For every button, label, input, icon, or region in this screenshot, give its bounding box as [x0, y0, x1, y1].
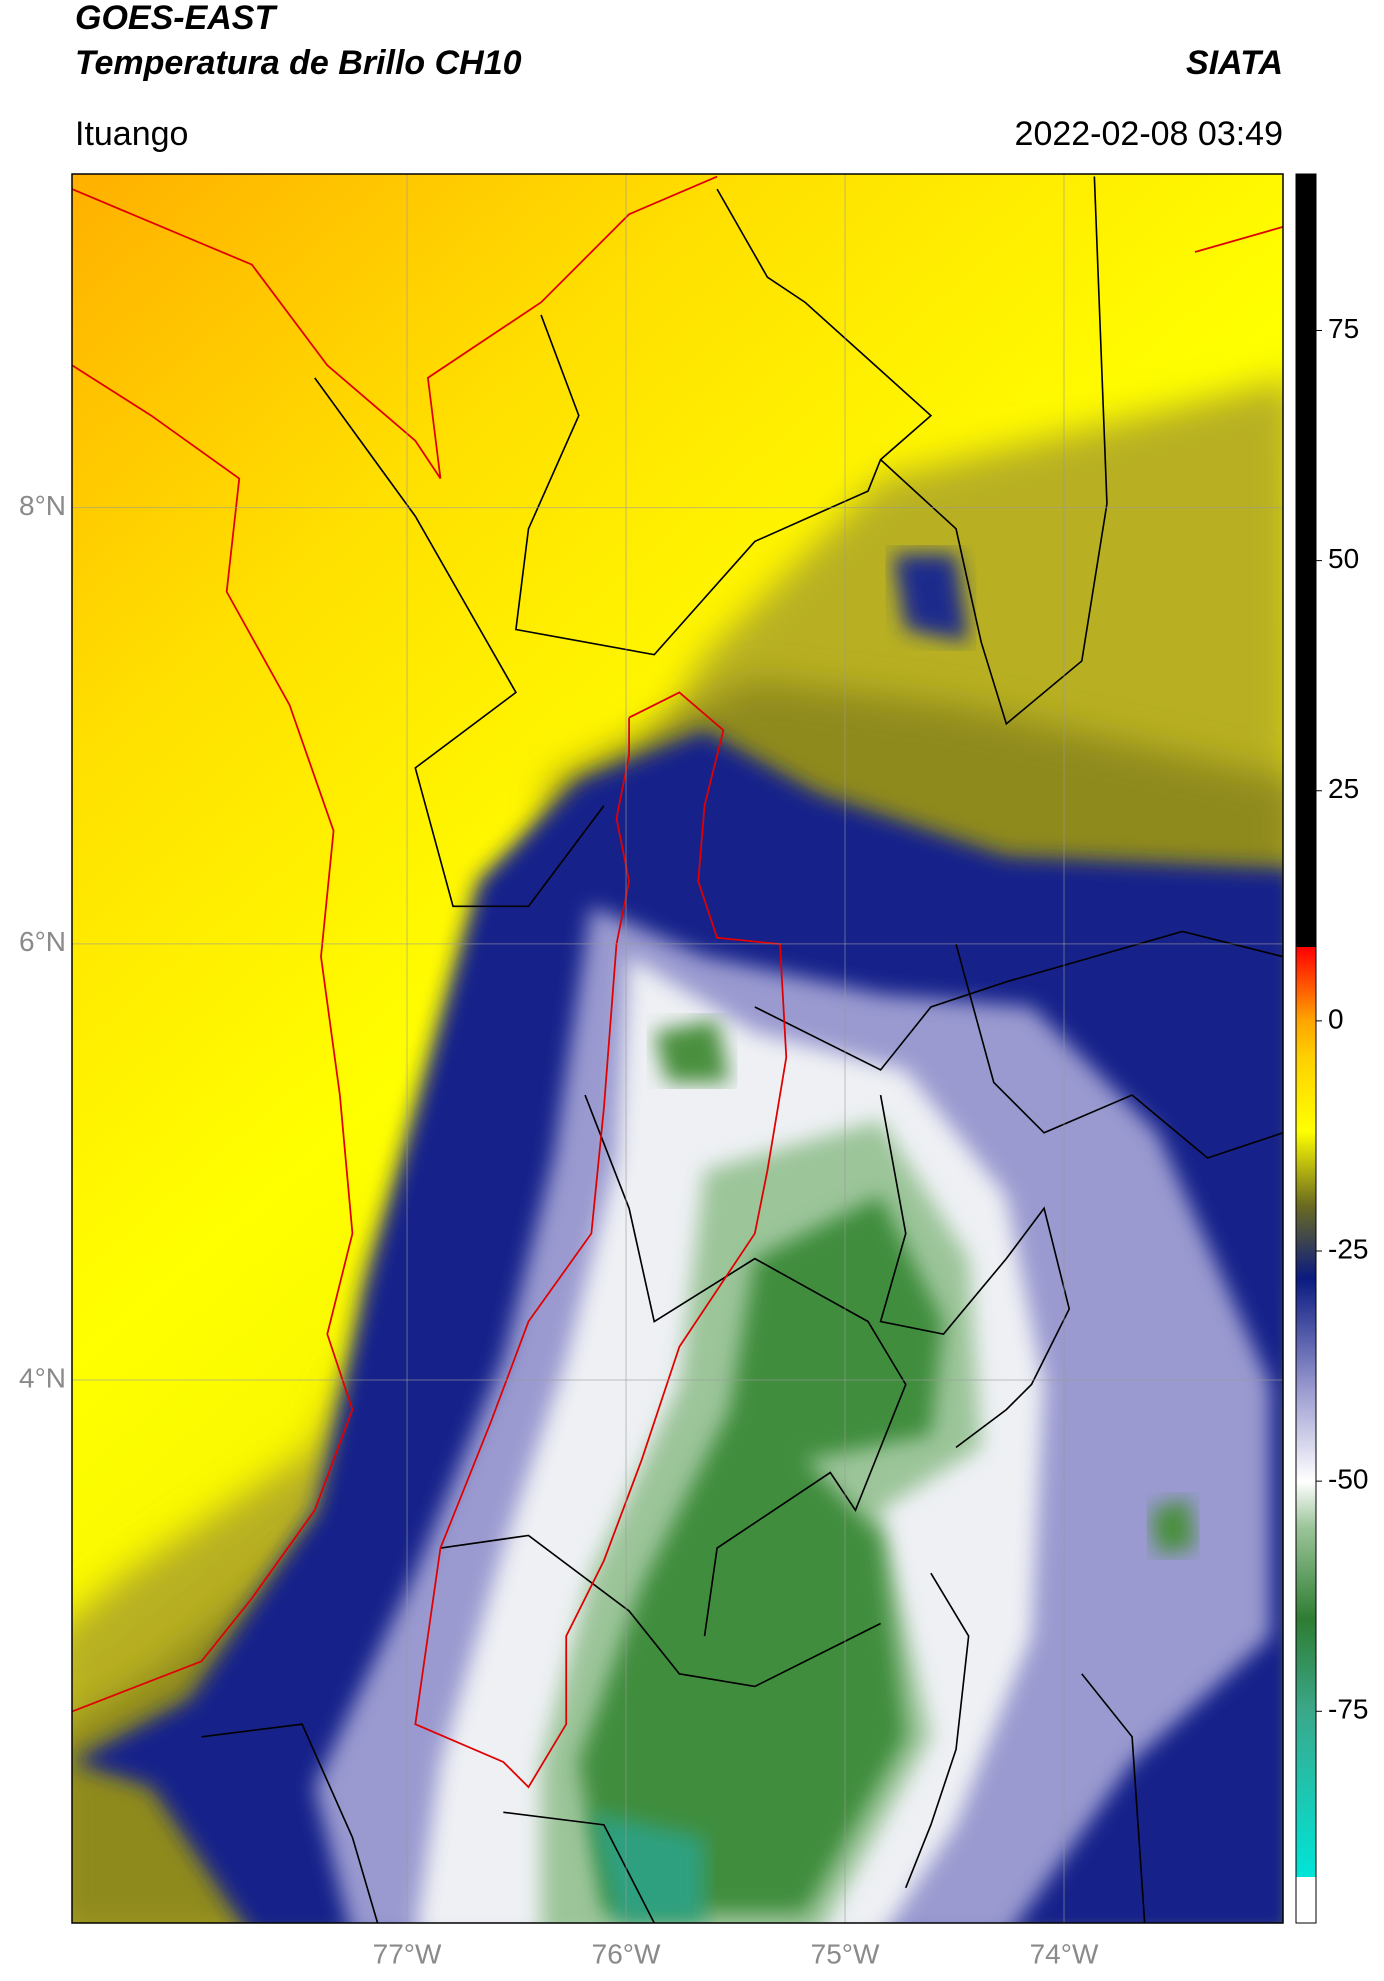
lon-tick-label: 77°W: [373, 1938, 442, 1969]
source: SIATA: [1186, 44, 1283, 82]
lat-tick-label: 4°N: [19, 1362, 66, 1393]
colorbar-tick-label: -25: [1328, 1233, 1368, 1264]
map-frame: [71, 173, 1284, 1924]
colorbar-tick-label: 75: [1328, 313, 1359, 344]
colorbar-tick-label: 25: [1328, 773, 1359, 804]
lat-tick-label: 8°N: [19, 490, 66, 521]
colorbar-tick-label: 0: [1328, 1003, 1344, 1034]
colorbar-tick-label: -50: [1328, 1464, 1368, 1495]
subtitle: Temperatura de Brillo CH10: [75, 44, 522, 82]
colorbar: [1295, 173, 1317, 1924]
map-image: [72, 174, 1283, 1923]
title: GOES-EAST: [75, 0, 278, 37]
colorbar-tick-label: -75: [1328, 1694, 1368, 1725]
lon-tick-label: 74°W: [1030, 1938, 1099, 1969]
lon-tick-label: 75°W: [811, 1938, 880, 1969]
lat-tick-label: 6°N: [19, 926, 66, 957]
location: Ituango: [75, 115, 188, 153]
datetime: 2022-02-08 03:49: [1015, 115, 1283, 153]
lon-tick-label: 76°W: [592, 1938, 661, 1969]
colorbar-tick-label: 50: [1328, 543, 1359, 574]
